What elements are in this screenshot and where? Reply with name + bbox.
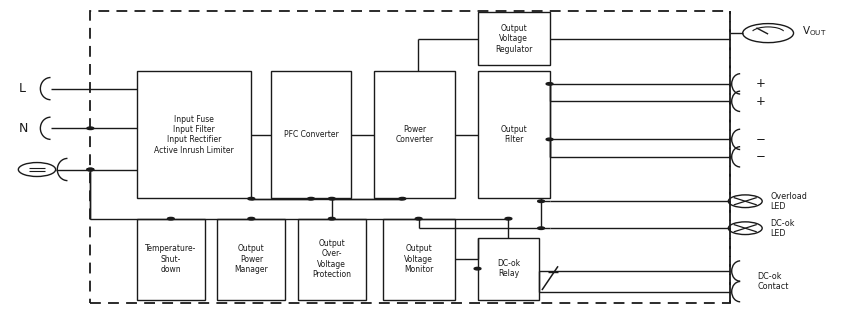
Text: −: − bbox=[756, 150, 765, 163]
FancyBboxPatch shape bbox=[271, 71, 351, 198]
Circle shape bbox=[538, 227, 545, 229]
Text: V$_{\mathsf{OUT}}$: V$_{\mathsf{OUT}}$ bbox=[802, 25, 826, 38]
Text: +: + bbox=[756, 95, 765, 108]
Text: DC-ok
Relay: DC-ok Relay bbox=[497, 259, 520, 278]
Text: N: N bbox=[19, 122, 28, 135]
FancyBboxPatch shape bbox=[137, 219, 205, 300]
Text: Output
Over-
Voltage
Protection: Output Over- Voltage Protection bbox=[312, 239, 351, 279]
Circle shape bbox=[87, 168, 94, 171]
Circle shape bbox=[399, 197, 405, 200]
Circle shape bbox=[547, 138, 553, 141]
Circle shape bbox=[308, 197, 314, 200]
Circle shape bbox=[416, 217, 422, 220]
FancyBboxPatch shape bbox=[218, 219, 286, 300]
Circle shape bbox=[328, 217, 335, 220]
Text: Output
Voltage
Regulator: Output Voltage Regulator bbox=[495, 24, 532, 53]
Text: Output
Power
Manager: Output Power Manager bbox=[235, 244, 269, 274]
Circle shape bbox=[547, 83, 553, 85]
Circle shape bbox=[538, 200, 545, 203]
Text: PFC Converter: PFC Converter bbox=[284, 130, 338, 139]
Text: Overload
LED: Overload LED bbox=[771, 192, 808, 211]
FancyBboxPatch shape bbox=[374, 71, 455, 198]
Text: −: − bbox=[756, 133, 765, 146]
Circle shape bbox=[87, 127, 94, 130]
Text: DC-ok
Contact: DC-ok Contact bbox=[757, 272, 789, 291]
Circle shape bbox=[474, 268, 481, 270]
Circle shape bbox=[248, 197, 255, 200]
Circle shape bbox=[87, 168, 94, 171]
Text: DC-ok
LED: DC-ok LED bbox=[771, 219, 795, 238]
Circle shape bbox=[505, 217, 512, 220]
FancyBboxPatch shape bbox=[478, 71, 550, 198]
Circle shape bbox=[328, 197, 335, 200]
FancyBboxPatch shape bbox=[137, 71, 252, 198]
Text: +: + bbox=[756, 77, 765, 90]
Text: Power
Converter: Power Converter bbox=[395, 125, 434, 144]
FancyBboxPatch shape bbox=[298, 219, 366, 300]
Text: Input Fuse
Input Filter
Input Rectifier
Active Inrush Limiter: Input Fuse Input Filter Input Rectifier … bbox=[154, 115, 234, 155]
Text: Output
Filter: Output Filter bbox=[500, 125, 527, 144]
FancyBboxPatch shape bbox=[478, 238, 540, 300]
Text: Output
Voltage
Monitor: Output Voltage Monitor bbox=[404, 244, 434, 274]
FancyBboxPatch shape bbox=[382, 219, 455, 300]
FancyBboxPatch shape bbox=[478, 12, 550, 65]
Text: Temperature-
Shut-
down: Temperature- Shut- down bbox=[145, 244, 196, 274]
Circle shape bbox=[248, 217, 255, 220]
Text: L: L bbox=[19, 82, 26, 95]
Circle shape bbox=[167, 217, 174, 220]
